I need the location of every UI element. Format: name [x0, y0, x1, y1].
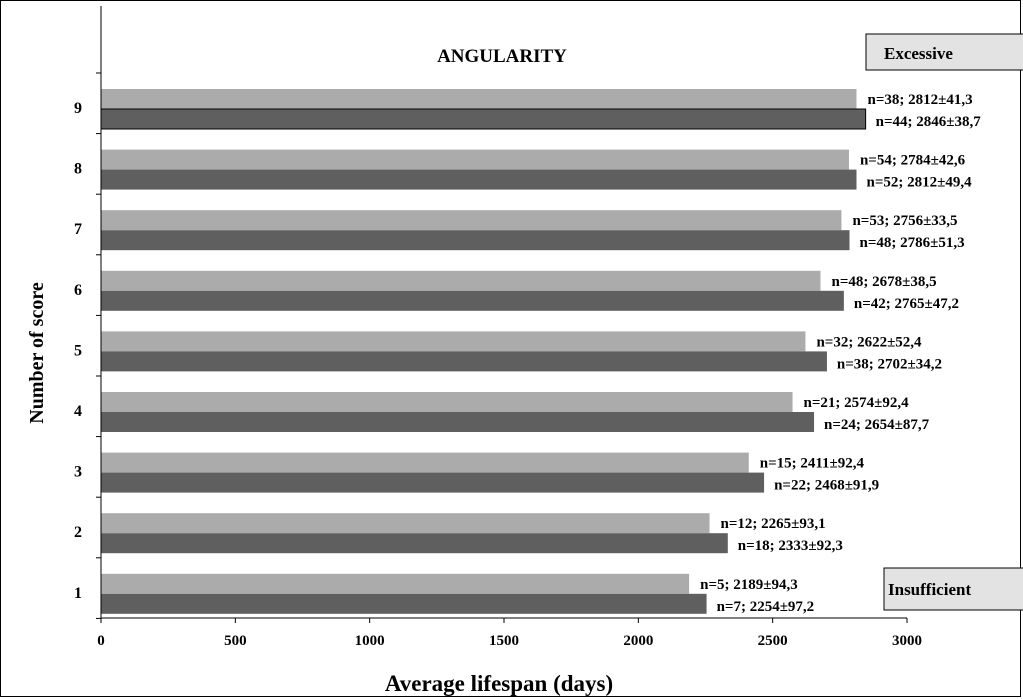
x-tick-label: 1500	[489, 633, 519, 649]
bar-dark	[101, 412, 815, 432]
x-tick-label: 500	[224, 633, 247, 649]
bar-dark	[101, 472, 765, 493]
series-light-bars	[101, 89, 857, 594]
bar-dark	[101, 169, 857, 190]
excessive-box	[865, 33, 1023, 71]
data-label-dark: n=42; 2765±47,2	[854, 296, 959, 312]
y-tick-label: 6	[74, 282, 82, 299]
bar-light	[101, 149, 849, 170]
data-label-dark: n=38; 2702±34,2	[837, 356, 942, 372]
x-axis-title: Average lifespan (days)	[385, 671, 613, 696]
data-label-light: n=32; 2622±52,4	[816, 334, 922, 350]
y-tick-label: 7	[74, 221, 82, 238]
data-label-dark: n=18; 2333±92,3	[738, 538, 843, 554]
data-label-dark: n=52; 2812±49,4	[866, 175, 972, 191]
bar-light	[101, 270, 821, 291]
data-label-light: n=12; 2265±93,1	[721, 516, 826, 532]
data-label-light: n=15; 2411±92,4	[760, 456, 865, 472]
y-tick-label: 4	[74, 403, 82, 420]
insufficient-box	[883, 567, 1023, 611]
tick-labels: 0 500 1000 1500 2000 2500 3000 9 8 7 6 5 4 3 2 1	[74, 100, 922, 649]
data-label-dark: n=24; 2654±87,7	[824, 417, 930, 433]
bar-dark	[101, 593, 707, 614]
insufficient-label: Insufficient	[888, 580, 971, 599]
excessive-label: Excessive	[884, 44, 953, 63]
x-tick-label: 2000	[623, 633, 653, 649]
bar-dark	[101, 230, 850, 251]
x-tick-label: 3000	[892, 633, 922, 649]
data-label-light: n=48; 2678±38,5	[831, 274, 936, 290]
bar-dark	[101, 351, 827, 372]
axes	[96, 6, 908, 623]
data-label-light: n=5; 2189±94,3	[700, 577, 798, 593]
x-tick-label: 0	[97, 633, 105, 649]
bar-dark	[101, 533, 728, 554]
data-label-dark: n=7; 2254±97,2	[717, 599, 815, 615]
data-label-light: n=54; 2784±42,6	[860, 153, 966, 169]
bar-dark	[101, 290, 844, 311]
data-label-dark: n=44; 2846±38,7	[876, 114, 982, 130]
y-tick-label: 2	[74, 524, 82, 541]
bar-light	[101, 452, 749, 473]
data-label-light: n=53; 2756±33,5	[852, 213, 957, 229]
y-tick-label: 1	[74, 585, 82, 602]
data-label-dark: n=22; 2468±91,9	[774, 478, 879, 494]
data-label-light: n=38; 2812±41,3	[867, 92, 972, 108]
data-labels: n=38; 2812±41,3 n=44; 2846±38,7 n=54; 2784…	[700, 92, 981, 615]
bar-dark	[100, 108, 867, 130]
bar-light	[101, 573, 690, 594]
y-tick-label: 5	[74, 342, 82, 359]
bar-light	[101, 392, 793, 412]
x-tick-label: 1000	[355, 633, 385, 649]
y-tick-label: 3	[74, 464, 82, 481]
y-axis-title: Number of score	[26, 282, 48, 424]
y-tick-label: 9	[74, 100, 82, 117]
bar-light	[101, 513, 710, 534]
data-label-light: n=21; 2574±92,4	[804, 395, 910, 411]
series-dark-bars	[100, 108, 867, 614]
bar-light	[101, 89, 857, 109]
y-tick-label: 8	[74, 161, 82, 178]
x-tick-label: 2500	[758, 633, 788, 649]
bar-light	[101, 331, 806, 352]
bar-light	[101, 210, 842, 231]
chart-title: ANGULARITY	[437, 46, 567, 67]
data-label-dark: n=48; 2786±51,3	[860, 235, 965, 251]
